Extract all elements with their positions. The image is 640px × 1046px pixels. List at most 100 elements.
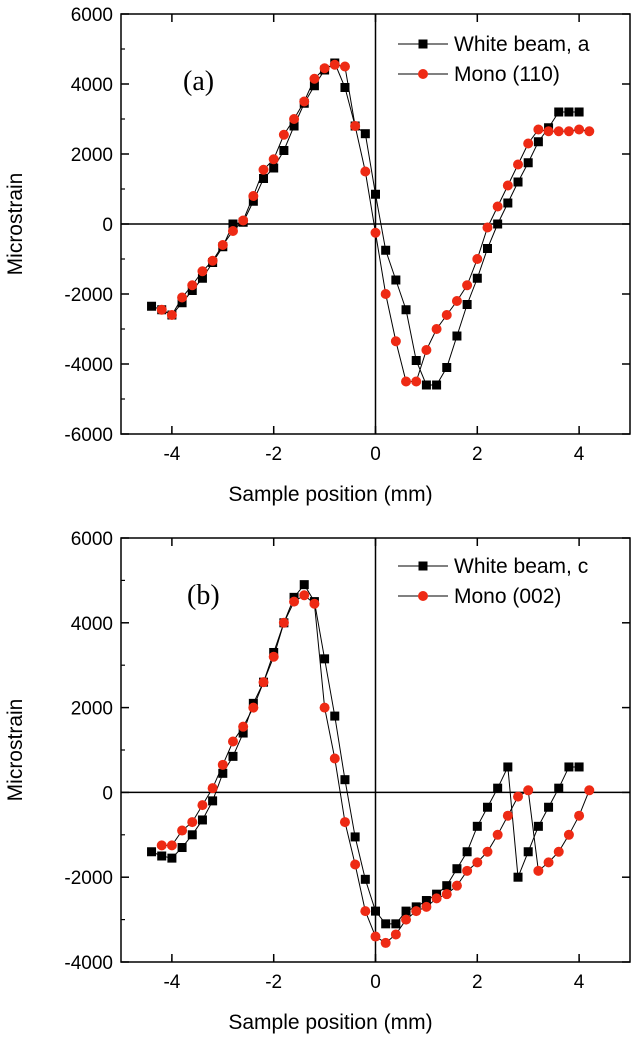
- chart-a-point-mono-110-13: [289, 114, 300, 124]
- chart-a-series-layer: [147, 58, 595, 390]
- chart-b-legend-marker-mono: [418, 591, 428, 601]
- chart-b-point-white-beam-c-17: [320, 654, 330, 664]
- chart-a-point-white-beam-a-5: [197, 273, 207, 283]
- chart-b-point-mono-002-22: [380, 937, 391, 948]
- chart-a-point-white-beam-a-34: [493, 219, 503, 229]
- chart-a-point-white-beam-a-25: [401, 305, 411, 315]
- chart-a-y-tick-label-6: 6000: [71, 5, 113, 26]
- chart-b-y-tick-label-2: 0: [102, 783, 113, 804]
- chart-b-point-mono-002-16: [319, 702, 330, 713]
- chart-b-point-mono-002-26: [421, 901, 432, 912]
- chart-b-point-white-beam-c-40: [554, 783, 564, 793]
- chart-b-point-mono-002-39: [553, 846, 564, 857]
- chart-b-point-mono-002-40: [563, 829, 574, 840]
- chart-b-point-white-beam-c-19: [340, 775, 350, 785]
- chart-b-point-white-beam-c-22: [371, 906, 380, 916]
- chart-a-point-mono-110-19: [350, 121, 361, 131]
- chart-b-point-mono-002-8: [238, 721, 249, 732]
- chart-a-point-mono-110-8: [238, 215, 249, 226]
- chart-a-point-mono-110-32: [482, 222, 493, 233]
- chart-b-point-white-beam-c-42: [574, 762, 584, 772]
- chart-a-point-mono-110-16: [319, 63, 330, 74]
- chart-a-point-mono-110-2: [177, 292, 188, 303]
- chart-b-legend: White beam, c Mono (002): [398, 555, 588, 608]
- chart-b-point-white-beam-c-29: [442, 881, 452, 891]
- chart-b-point-mono-002-42: [584, 785, 595, 796]
- chart-b-point-mono-002-24: [401, 914, 412, 925]
- chart-a-x-tick-label-4: 4: [574, 444, 585, 465]
- chart-b-point-white-beam-c-9: [238, 728, 248, 738]
- chart-a-point-white-beam-a-8: [228, 219, 238, 229]
- chart-a-point-mono-110-24: [401, 376, 412, 387]
- chart-b-point-white-beam-c-4: [187, 830, 197, 840]
- chart-a-point-mono-110-1: [166, 310, 177, 320]
- chart-b-point-white-beam-c-37: [523, 847, 533, 857]
- chart-b-point-white-beam-c-15: [299, 580, 309, 590]
- chart-a-y-axis-label: Microstrain: [4, 173, 27, 276]
- chart-a-point-mono-110-42: [584, 126, 595, 137]
- chart-a-point-mono-110-20: [360, 166, 371, 177]
- chart-a-point-mono-110-11: [268, 154, 279, 165]
- chart-b-point-mono-002-31: [472, 857, 483, 868]
- chart-a-point-white-beam-a-35: [503, 198, 513, 208]
- chart-a-point-mono-110-28: [441, 310, 452, 320]
- chart-a-y-tick-label-0: -6000: [64, 425, 113, 446]
- chart-a-point-white-beam-a-29: [442, 363, 452, 372]
- chart-b-point-mono-002-21: [370, 931, 381, 942]
- chart-a-y-tick-label-3: 0: [102, 215, 113, 236]
- chart-b-point-white-beam-c-21: [360, 874, 370, 884]
- chart-b-point-white-beam-c-23: [381, 919, 391, 929]
- chart-b-point-mono-002-41: [574, 810, 585, 821]
- chart-b-point-white-beam-c-31: [462, 847, 472, 857]
- chart-a-point-mono-110-27: [431, 324, 442, 334]
- chart-b-x-tick-label-0: -4: [163, 972, 180, 993]
- chart-b-point-white-beam-c-18: [330, 711, 340, 721]
- chart-b-legend-entry-white-beam: White beam, c: [398, 555, 588, 578]
- chart-b-point-mono-002-18: [339, 817, 350, 828]
- chart-a-point-mono-110-37: [533, 124, 544, 135]
- chart-a-point-white-beam-a-23: [381, 245, 391, 255]
- chart-b-point-mono-002-19: [350, 859, 361, 870]
- chart-b-x-tick-label-4: 4: [574, 972, 585, 993]
- chart-b-point-white-beam-c-5: [197, 815, 207, 825]
- chart-a-point-mono-110-34: [502, 180, 513, 191]
- chart-b-point-mono-002-4: [197, 800, 208, 811]
- chart-b-point-mono-002-7: [227, 736, 238, 747]
- chart-a-point-white-beam-a-41: [564, 107, 574, 117]
- chart-b-legend-marker-white-beam: [418, 561, 428, 571]
- chart-a-point-white-beam-a-10: [248, 196, 258, 206]
- chart-b-point-white-beam-c-0: [147, 847, 157, 857]
- chart-a-point-white-beam-a-33: [482, 244, 492, 253]
- chart-a-point-white-beam-a-36: [513, 177, 523, 187]
- chart-a-point-mono-110-5: [207, 255, 218, 266]
- chart-b-point-mono-002-37: [533, 865, 544, 876]
- chart-b-point-white-beam-c-20: [350, 832, 360, 842]
- chart-a-point-white-beam-a-30: [452, 331, 462, 341]
- chart-a-point-white-beam-a-13: [279, 146, 289, 155]
- chart-a-point-mono-110-21: [370, 227, 381, 238]
- chart-a-x-tick-label-1: -2: [265, 444, 282, 465]
- chart-b-point-white-beam-c-25: [401, 906, 411, 916]
- chart-a-point-mono-110-25: [411, 376, 422, 387]
- chart-b-point-white-beam-c-32: [472, 821, 482, 831]
- chart-b-point-mono-002-5: [207, 783, 218, 794]
- chart-b-point-mono-002-23: [390, 929, 401, 940]
- chart-b-point-white-beam-c-3: [177, 843, 187, 853]
- chart-b-point-mono-002-15: [309, 598, 320, 609]
- chart-b-y-axis-label: Microstrain: [4, 699, 27, 802]
- chart-b-point-mono-002-2: [177, 825, 188, 836]
- chart-b-point-white-beam-c-24: [391, 919, 401, 929]
- chart-a-point-mono-110-23: [390, 336, 401, 347]
- chart-b-point-mono-002-14: [299, 590, 310, 601]
- chart-b-point-white-beam-c-33: [482, 802, 492, 812]
- chart-a-panel-label: (a): [183, 66, 214, 97]
- chart-a-point-white-beam-a-28: [432, 380, 442, 390]
- chart-a-point-white-beam-a-14: [289, 121, 299, 131]
- chart-a-point-mono-110-9: [248, 191, 259, 201]
- chart-b-point-white-beam-c-36: [513, 872, 523, 882]
- chart-b-point-mono-002-0: [156, 840, 167, 851]
- chart-b-x-tick-label-1: -2: [265, 972, 282, 993]
- chart-a-legend-entry-mono: Mono (110): [398, 63, 560, 86]
- chart-b-series-layer: [147, 580, 595, 948]
- chart-a-legend-marker-mono: [418, 69, 428, 79]
